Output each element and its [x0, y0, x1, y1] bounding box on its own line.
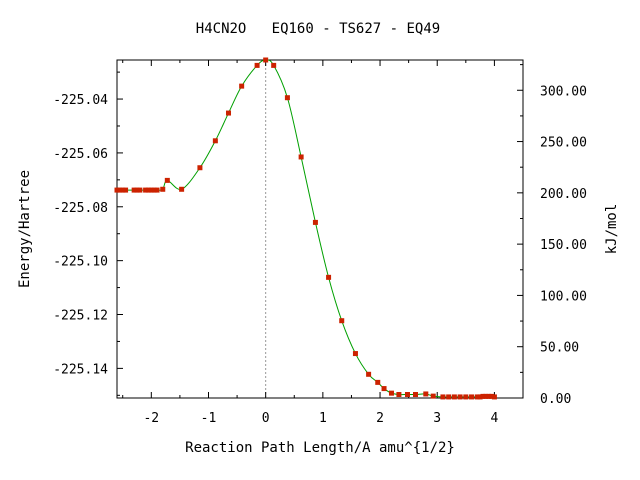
data-point [352, 351, 358, 357]
x-tick-label: -2 [143, 411, 159, 426]
data-point [457, 394, 463, 400]
data-point [114, 187, 120, 193]
data-point [440, 394, 446, 400]
y-left-tick-label: -225.10 [53, 255, 108, 270]
data-point [179, 186, 185, 192]
data-point [312, 219, 318, 225]
data-point [326, 274, 332, 280]
y-left-tick-label: -225.12 [53, 309, 108, 324]
data-point [477, 394, 483, 400]
data-point [137, 187, 143, 193]
y-left-tick-label: -225.06 [53, 147, 108, 162]
plot-area: -2 -1 0 1 2 3 4 -225.04 -225.06 -225.08 -225.10 -22… [53, 57, 587, 426]
y-left-tick-label: -225.14 [53, 362, 108, 377]
y-right-tick-label: 100.00 [540, 289, 587, 304]
data-point [212, 138, 218, 144]
data-point [375, 379, 381, 385]
data-point [239, 83, 245, 89]
x-tick-label: 4 [490, 411, 498, 426]
data-point [483, 393, 489, 399]
y-left-tick-label: -225.08 [53, 201, 108, 216]
x-tick-label: -1 [201, 411, 217, 426]
data-point [263, 57, 269, 63]
x-tick-label: 1 [319, 411, 327, 426]
y-right-tick-label: 250.00 [540, 136, 587, 151]
data-point [486, 393, 492, 399]
y-right-tick-label: 150.00 [540, 238, 587, 253]
data-point [339, 318, 345, 324]
data-point [430, 393, 436, 399]
data-point [388, 390, 394, 396]
data-point [412, 391, 418, 397]
data-point [480, 393, 486, 399]
data-point [154, 187, 160, 193]
data-point [366, 371, 372, 377]
energy-curve [117, 59, 495, 398]
y-axis-right-label: kJ/mol [604, 204, 620, 255]
data-point [381, 386, 387, 392]
data-point [284, 95, 290, 101]
data-point [148, 187, 154, 193]
data-point [197, 165, 203, 171]
data-point [489, 393, 495, 399]
data-point [151, 187, 157, 193]
data-point [469, 394, 475, 400]
data-point [164, 177, 170, 183]
x-tick-label: 3 [433, 411, 441, 426]
data-point [463, 394, 469, 400]
data-point [134, 187, 140, 193]
x-tick-label: 2 [376, 411, 384, 426]
plot-frame [116, 59, 524, 399]
chart-title: H4CN2O EQ160 - TS627 - EQ49 [196, 21, 440, 37]
data-point [451, 394, 457, 400]
y-right-tick-label: 200.00 [540, 187, 587, 202]
data-point [298, 154, 304, 160]
x-axis-label: Reaction Path Length/A amu^{1/2} [185, 440, 455, 456]
data-point [123, 187, 129, 193]
data-point [254, 62, 260, 68]
data-point [120, 187, 126, 193]
y-right-tick-label: 50.00 [540, 341, 579, 356]
data-point [143, 187, 149, 193]
data-point [396, 391, 402, 397]
data-point [423, 391, 429, 397]
y-left-tick-label: -225.04 [53, 93, 108, 108]
y-right-tick-label: 0.00 [540, 392, 571, 407]
data-point [271, 62, 277, 68]
y-right-tick-label: 300.00 [540, 84, 587, 99]
data-point [160, 186, 166, 192]
data-point [491, 394, 497, 400]
data-point [474, 394, 480, 400]
data-point [145, 187, 151, 193]
data-point [117, 187, 123, 193]
data-point [131, 187, 137, 193]
data-point [226, 110, 232, 116]
data-point [404, 391, 410, 397]
x-tick-label: 0 [262, 411, 270, 426]
data-point [446, 394, 452, 400]
y-axis-left-label: Energy/Hartree [17, 170, 33, 288]
